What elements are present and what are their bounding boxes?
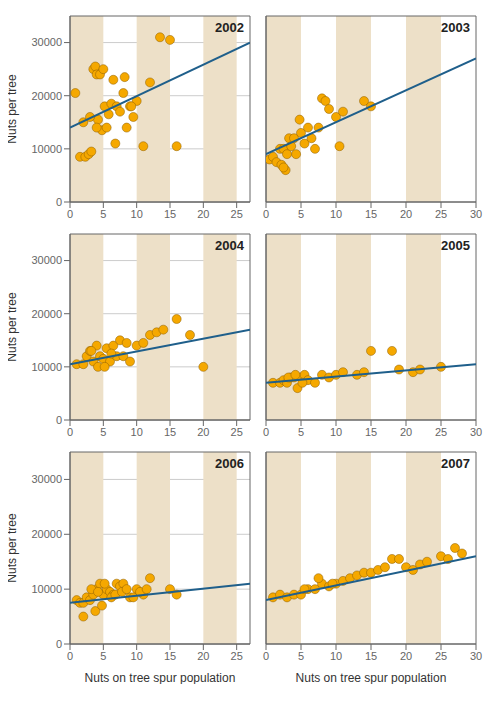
svg-text:0: 0 [56, 414, 62, 426]
svg-text:10000: 10000 [31, 361, 62, 373]
svg-text:10: 10 [131, 208, 143, 220]
svg-text:25: 25 [231, 650, 243, 662]
svg-text:25: 25 [231, 426, 243, 438]
svg-text:10: 10 [330, 650, 342, 662]
html-text:2004: 2004 [215, 238, 244, 253]
svg-text:5: 5 [298, 208, 304, 220]
svg-text:30000: 30000 [31, 254, 62, 266]
svg-text:20: 20 [197, 208, 209, 220]
svg-text:0: 0 [263, 208, 269, 220]
svg-text:5: 5 [100, 650, 106, 662]
svg-text:25: 25 [435, 426, 447, 438]
svg-text:0: 0 [67, 426, 73, 438]
svg-text:0: 0 [67, 650, 73, 662]
svg-text:10: 10 [330, 426, 342, 438]
html-text:2005: 2005 [441, 238, 470, 253]
svg-text:15: 15 [365, 650, 377, 662]
svg-text:15: 15 [164, 208, 176, 220]
svg-text:Nuts on tree spur population: Nuts on tree spur population [85, 671, 236, 684]
html-text:2006: 2006 [215, 456, 244, 471]
svg-text:15: 15 [365, 426, 377, 438]
html-text:2007: 2007 [441, 456, 470, 471]
svg-text:5: 5 [298, 650, 304, 662]
svg-text:15: 15 [365, 208, 377, 220]
svg-text:25: 25 [231, 208, 243, 220]
svg-text:15: 15 [164, 426, 176, 438]
svg-text:Nuts per tree: Nuts per tree [8, 74, 19, 144]
svg-text:Nuts per tree: Nuts per tree [8, 292, 19, 362]
svg-text:10000: 10000 [31, 143, 62, 155]
svg-text:25: 25 [435, 650, 447, 662]
svg-text:Nuts on tree spur population: Nuts on tree spur population [296, 671, 447, 684]
svg-text:0: 0 [263, 650, 269, 662]
svg-text:0: 0 [56, 638, 62, 650]
svg-text:25: 25 [435, 208, 447, 220]
svg-text:10: 10 [330, 208, 342, 220]
svg-text:20000: 20000 [31, 308, 62, 320]
svg-text:20000: 20000 [31, 90, 62, 102]
svg-text:5: 5 [100, 208, 106, 220]
svg-text:30000: 30000 [31, 36, 62, 48]
svg-text:20: 20 [400, 208, 412, 220]
svg-text:5: 5 [298, 426, 304, 438]
svg-text:20: 20 [400, 650, 412, 662]
svg-text:15: 15 [164, 650, 176, 662]
svg-text:30: 30 [470, 426, 482, 438]
svg-text:Nuts per tree: Nuts per tree [8, 513, 19, 583]
svg-text:5: 5 [100, 426, 106, 438]
svg-text:0: 0 [56, 196, 62, 208]
svg-text:0: 0 [263, 426, 269, 438]
svg-text:20: 20 [400, 426, 412, 438]
svg-text:20: 20 [197, 650, 209, 662]
svg-text:10: 10 [131, 650, 143, 662]
html-text:2003: 2003 [441, 20, 470, 35]
svg-text:20: 20 [197, 426, 209, 438]
svg-text:10: 10 [131, 426, 143, 438]
html-text:2002: 2002 [215, 20, 244, 35]
svg-text:0: 0 [67, 208, 73, 220]
svg-text:30000: 30000 [31, 473, 62, 485]
svg-text:10000: 10000 [31, 583, 62, 595]
svg-text:20000: 20000 [31, 528, 62, 540]
svg-text:30: 30 [470, 650, 482, 662]
svg-text:30: 30 [470, 208, 482, 220]
